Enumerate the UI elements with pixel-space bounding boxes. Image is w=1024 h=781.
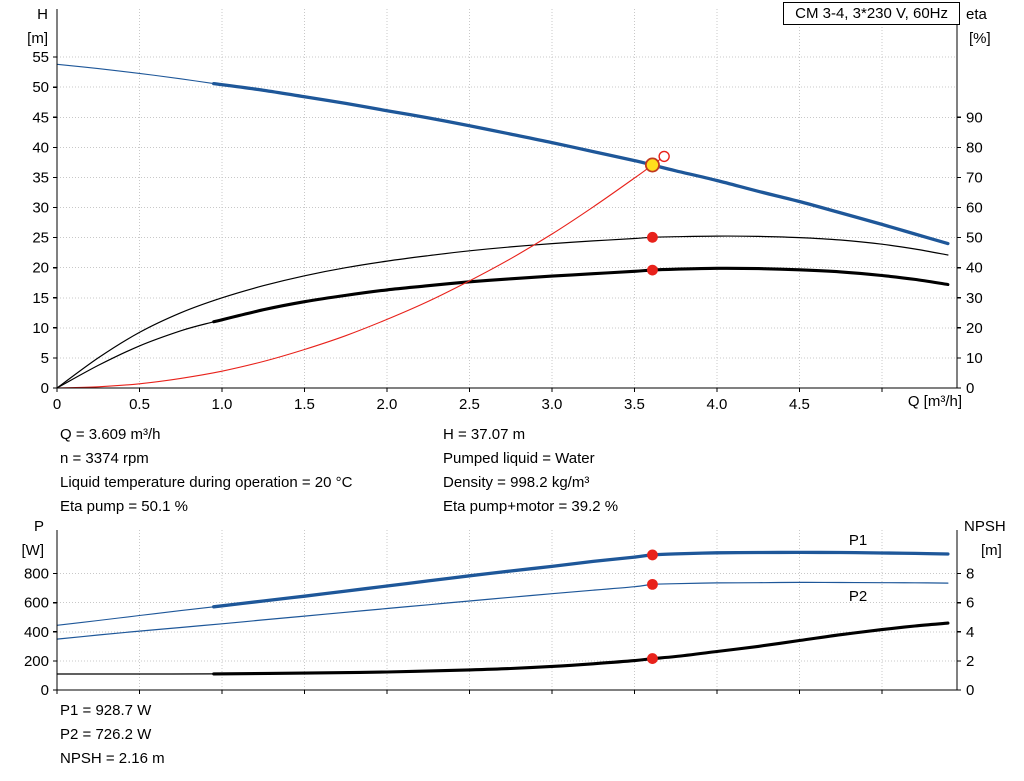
y-left-tick-label: 600 <box>24 595 49 612</box>
y-right-tick-label: 80 <box>966 139 983 156</box>
duty-red-dot <box>647 549 658 561</box>
x-tick-label: 2.0 <box>377 396 398 413</box>
y-left-tick-label: 20 <box>32 260 49 277</box>
x-tick-label: 0 <box>53 396 61 413</box>
y-left-tick-label: 400 <box>24 624 49 641</box>
detail-liquid: Pumped liquid = Water <box>443 450 595 467</box>
y-left-tick-label: 40 <box>32 139 49 156</box>
y-right-tick-label: 0 <box>966 682 974 699</box>
series-label-p2: P2 <box>849 588 867 605</box>
y-left-tick-label: 30 <box>32 200 49 217</box>
y-right-tick-label: 70 <box>966 169 983 186</box>
detail-flow: Q = 3.609 m³/h <box>60 426 161 443</box>
y-left-tick-label: 45 <box>32 109 49 126</box>
y-right-tick-label: 2 <box>966 653 974 670</box>
eta-pump-curve <box>56 235 949 389</box>
duty-red-dot <box>647 578 658 590</box>
duty-red-dot <box>647 231 658 243</box>
y-right-tick-label: 6 <box>966 595 974 612</box>
pump-model-title: CM 3-4, 3*230 V, 60Hz <box>783 2 960 25</box>
y-right-tick-label: 50 <box>966 230 983 247</box>
y-left-tick-label: 15 <box>32 290 49 307</box>
head-curve <box>56 63 949 245</box>
y-left-tick-label: 55 <box>32 49 49 66</box>
x-tick-label: 4.0 <box>707 396 728 413</box>
rated-point-open-marker <box>658 150 670 163</box>
detail-eta-pump-motor: Eta pump+motor = 39.2 % <box>443 498 619 515</box>
detail-head: H = 37.07 m <box>443 426 526 443</box>
q-axis-label: Q [m³/h] <box>907 393 962 410</box>
system-curve <box>56 155 665 389</box>
detail-density: Density = 998.2 kg/m³ <box>443 474 590 491</box>
duty-red-dot <box>647 264 658 276</box>
y-right-tick-label: 10 <box>966 350 983 367</box>
npsh-axis-unit-label: [m] <box>981 542 1002 559</box>
eta-axis-label: eta <box>966 6 987 23</box>
detail-npsh: NPSH = 2.16 m <box>60 750 165 767</box>
y-left-tick-label: 800 <box>24 566 49 583</box>
x-tick-label: 4.5 <box>789 396 810 413</box>
y-left-tick-label: 35 <box>32 169 49 186</box>
x-tick-label: 1.5 <box>294 396 315 413</box>
head-curve-thick <box>212 81 950 246</box>
y-right-tick-label: 60 <box>966 200 983 217</box>
y-right-tick-label: 90 <box>966 109 983 126</box>
y-left-tick-label: 5 <box>41 350 49 367</box>
detail-p1: P1 = 928.7 W <box>60 702 152 719</box>
eta-pump-motor-curve <box>56 267 949 389</box>
y-left-tick-label: 25 <box>32 230 49 247</box>
y-right-tick-label: 30 <box>966 290 983 307</box>
h-axis-label: H <box>37 6 48 23</box>
series-label-p1: P1 <box>849 532 867 549</box>
power-details: P1 = 928.7 W P2 = 726.2 W NPSH = 2.16 m <box>60 699 165 771</box>
y-right-tick-label: 4 <box>966 624 974 641</box>
p-axis-unit-label: [W] <box>21 542 45 559</box>
duty-point-marker <box>644 157 660 173</box>
eta-axis-unit-label: [%] <box>969 30 991 47</box>
y-left-tick-label: 200 <box>24 653 49 670</box>
y-right-tick-label: 0 <box>966 380 974 397</box>
y-left-tick-label: 0 <box>41 380 49 397</box>
detail-temperature: Liquid temperature during operation = 20… <box>60 474 353 491</box>
duty-details-right: H = 37.07 m Pumped liquid = Water Densit… <box>443 423 618 519</box>
y-left-tick-label: 50 <box>32 79 49 96</box>
y-left-tick-label: 10 <box>32 320 49 337</box>
detail-p2: P2 = 726.2 W <box>60 726 152 743</box>
detail-speed: n = 3374 rpm <box>60 450 149 467</box>
x-tick-label: 1.0 <box>212 396 233 413</box>
x-tick-label: 0.5 <box>129 396 150 413</box>
x-tick-label: 2.5 <box>459 396 480 413</box>
h-axis-unit-label: [m] <box>27 30 48 47</box>
p2-curve <box>56 581 949 640</box>
npsh-curve-thick <box>212 621 950 676</box>
y-left-tick-label: 0 <box>41 682 49 699</box>
y-right-tick-label: 8 <box>966 566 974 583</box>
detail-eta-pump: Eta pump = 50.1 % <box>60 498 188 515</box>
p1-curve-thick <box>212 550 950 609</box>
npsh-curve <box>56 622 949 675</box>
x-tick-label: 3.0 <box>542 396 563 413</box>
x-tick-label: 3.5 <box>624 396 645 413</box>
duty-red-dot <box>647 653 658 664</box>
y-right-tick-label: 20 <box>966 320 983 337</box>
p-axis-label: P <box>33 518 44 535</box>
y-right-tick-label: 40 <box>966 260 983 277</box>
p1-curve <box>56 551 949 626</box>
eta-pump-motor-curve-thick <box>212 266 950 324</box>
npsh-axis-label: NPSH <box>964 518 1006 535</box>
duty-details-left: Q = 3.609 m³/h n = 3374 rpm Liquid tempe… <box>60 423 352 519</box>
